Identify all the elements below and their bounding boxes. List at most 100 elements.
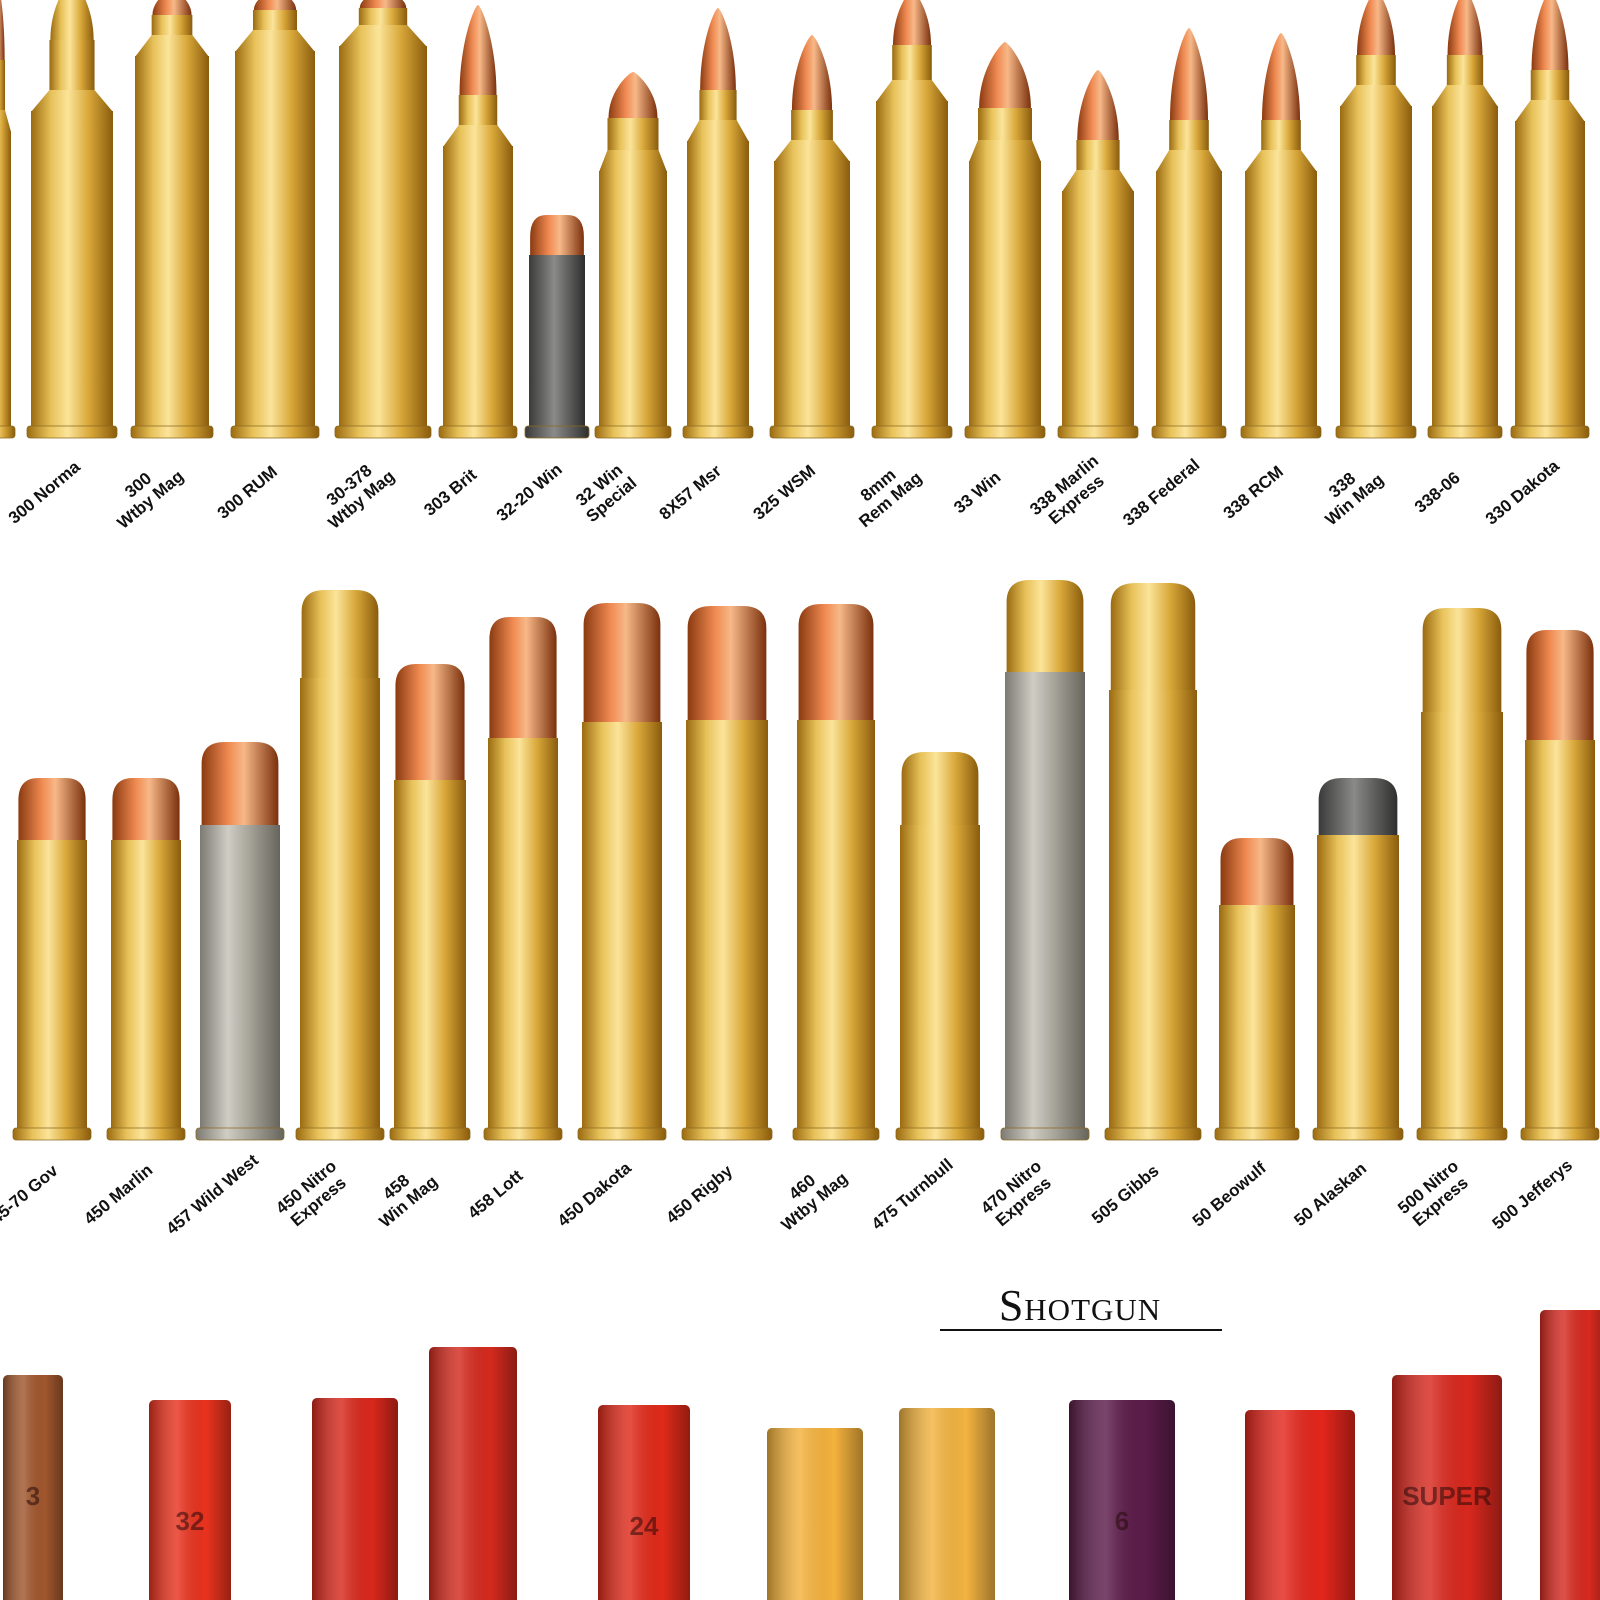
- bullet: [608, 72, 658, 118]
- bullet: [901, 752, 979, 825]
- cartridge-label: 450 NitroExpress: [272, 1156, 352, 1232]
- case-shoulder: [0, 110, 11, 132]
- cartridge: [1000, 580, 1090, 1141]
- cartridge: [792, 604, 880, 1141]
- cartridge-label: 8mmRem Mag: [843, 454, 925, 532]
- case-body: [1525, 740, 1595, 1130]
- cartridge: [230, 0, 320, 439]
- cartridge: [871, 0, 953, 439]
- cartridge: [106, 778, 186, 1141]
- bullet: [1526, 630, 1594, 740]
- cartridge-label: 338Win Mag: [1309, 455, 1387, 529]
- bullet: [152, 0, 192, 15]
- case-neck: [151, 15, 193, 37]
- case-neck: [253, 10, 297, 32]
- label-line: 500 Jefferys: [1489, 1156, 1577, 1234]
- case-neck: [1530, 70, 1570, 102]
- label-line: 45-70 Gov: [0, 1161, 62, 1228]
- case-rim: [483, 1127, 563, 1141]
- case-shoulder: [339, 25, 427, 47]
- case-body: [797, 720, 875, 1130]
- case-rim: [769, 425, 855, 439]
- cartridge-label: 325 WSM: [750, 461, 819, 524]
- case-neck: [1446, 55, 1484, 87]
- shotgun-shell: 24: [598, 1405, 690, 1600]
- case-rim: [1427, 425, 1503, 439]
- case-rim: [792, 1127, 880, 1141]
- label-line: 33 Win: [950, 468, 1004, 518]
- case-shoulder: [599, 150, 667, 172]
- case-body: [686, 720, 768, 1130]
- cartridge-label: 450 Marlin: [80, 1160, 156, 1228]
- shell-shade: [312, 1398, 398, 1600]
- shotgun-shell: SUPER: [1392, 1375, 1502, 1600]
- cartridge-label: 450 Dakota: [554, 1158, 635, 1231]
- case-body: [529, 255, 585, 428]
- shell-shade: [429, 1347, 517, 1600]
- case-body: [969, 161, 1041, 428]
- cartridge-label: 500 Jefferys: [1489, 1156, 1577, 1234]
- case-rim: [1214, 1127, 1300, 1141]
- case-body: [876, 101, 948, 428]
- case-neck: [1356, 55, 1396, 87]
- bullet: [201, 742, 279, 825]
- case-shoulder: [235, 30, 315, 52]
- case-rim: [389, 1127, 471, 1141]
- case-body: [443, 146, 513, 428]
- cartridge: [389, 664, 471, 1141]
- case-rim: [1312, 1127, 1404, 1141]
- cartridge: [1057, 70, 1139, 439]
- case-body: [1109, 690, 1197, 1130]
- section-heading: Shotgun: [940, 1281, 1222, 1331]
- bullet: [1356, 0, 1396, 55]
- case-body: [774, 161, 850, 428]
- case-rim: [0, 425, 16, 439]
- shotgun-shell: 3: [3, 1375, 63, 1600]
- shell-shade: [598, 1405, 690, 1600]
- case-body: [339, 46, 427, 428]
- bullet: [530, 215, 584, 255]
- cartridge: [483, 617, 563, 1141]
- case-rim: [438, 425, 518, 439]
- case-shoulder: [1062, 170, 1134, 192]
- case-body: [1340, 106, 1412, 428]
- case-body: [1317, 835, 1399, 1130]
- case-shoulder: [969, 140, 1041, 162]
- case-rim: [895, 1127, 985, 1141]
- label-line: Wtby Mag: [778, 1169, 852, 1235]
- cartridge: [682, 8, 754, 439]
- shotgun-shell: [899, 1408, 995, 1600]
- cartridge: [1335, 0, 1417, 439]
- label-line: 338-06: [1411, 468, 1464, 517]
- shell-shade: [3, 1375, 63, 1600]
- case-rim: [106, 1127, 186, 1141]
- case-shoulder: [1340, 85, 1412, 107]
- bullet: [359, 0, 407, 8]
- shell-marking: 32: [176, 1506, 205, 1536]
- cartridge-label: 303 Brit: [420, 465, 480, 520]
- label-line: 450 Dakota: [554, 1158, 635, 1231]
- cartridge: [769, 35, 855, 439]
- shell-shade: [1392, 1375, 1502, 1600]
- bullet: [687, 606, 767, 720]
- bullet: [700, 8, 736, 90]
- cartridge-label: 300 Norma: [5, 457, 84, 528]
- case-rim: [964, 425, 1046, 439]
- cartridge: [334, 0, 432, 439]
- label-line: 8X57 Msr: [656, 461, 726, 524]
- shell-shade: [767, 1428, 863, 1600]
- cartridge-label: 458Win Mag: [363, 1157, 441, 1231]
- label-line: 300 Norma: [5, 457, 84, 528]
- case-shoulder: [1432, 85, 1498, 107]
- shotgun-shell: [429, 1347, 517, 1600]
- cartridge: [438, 5, 518, 439]
- case-rim: [26, 425, 118, 439]
- bullet: [979, 42, 1031, 108]
- label-line: 475 Turnbull: [868, 1155, 957, 1234]
- label-line: 458 Lott: [464, 1166, 526, 1223]
- cartridge-label: 300 RUM: [214, 462, 281, 523]
- cartridge: [12, 778, 92, 1141]
- shotgun-shell: [1245, 1410, 1355, 1600]
- cartridge-label: 500 NitroExpress: [1394, 1156, 1474, 1232]
